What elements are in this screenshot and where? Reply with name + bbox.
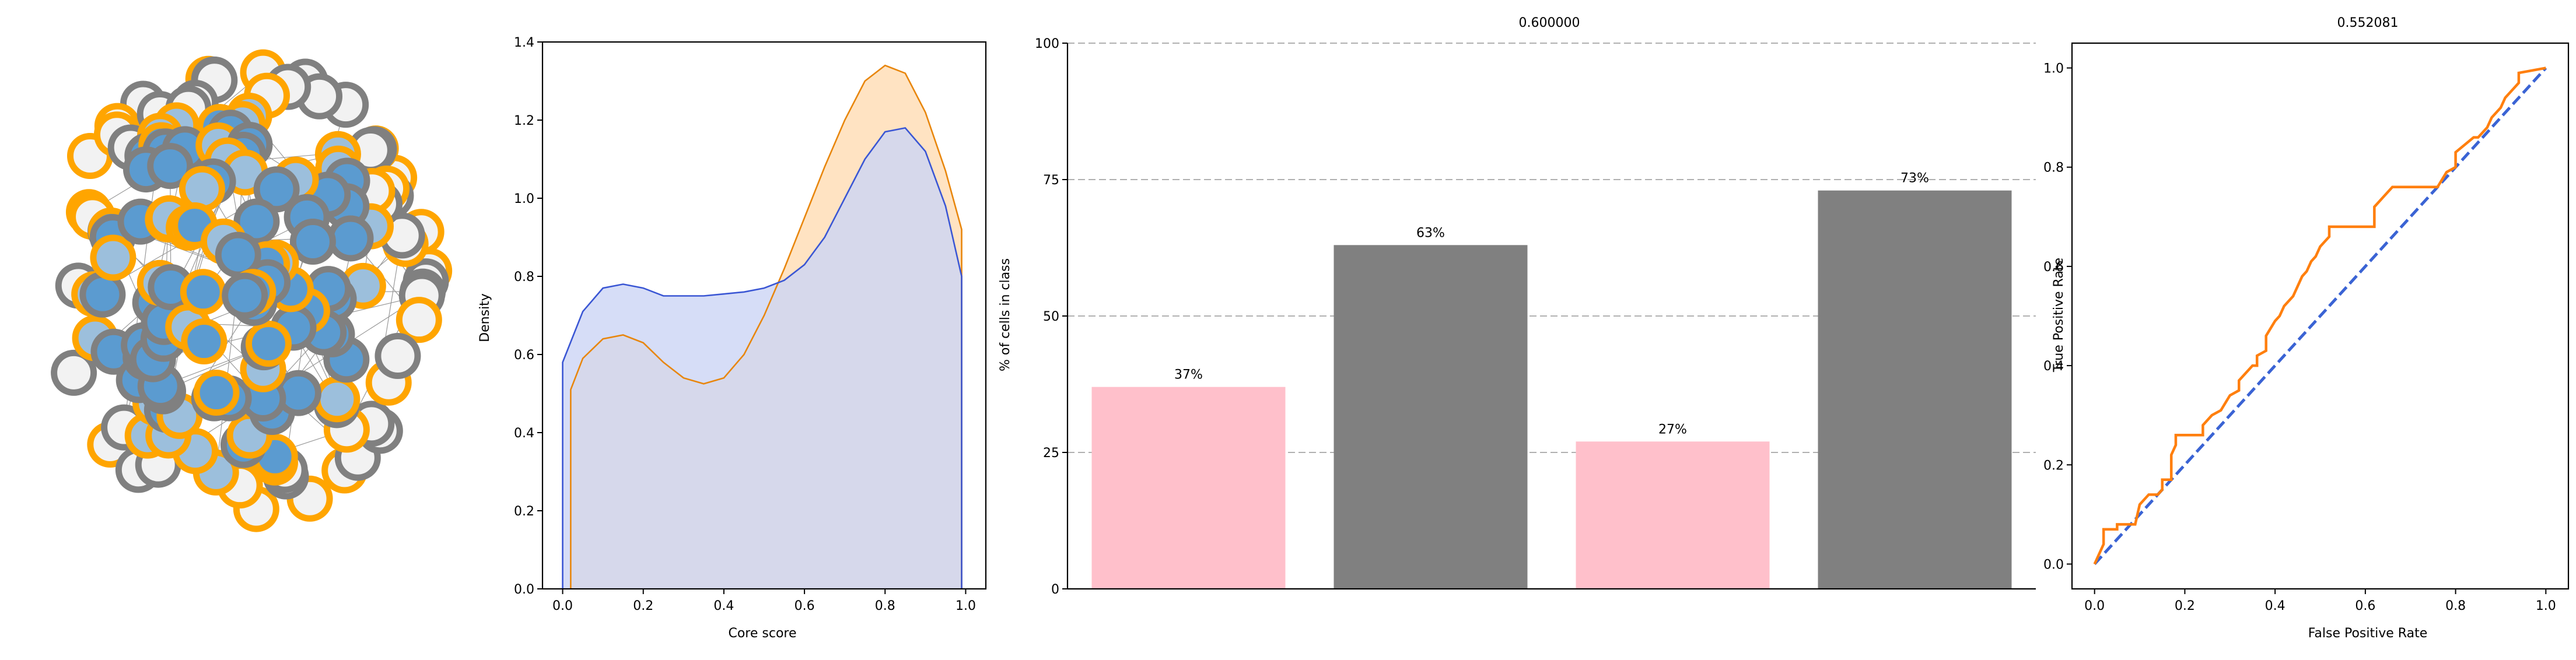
kde-xtick-label: 0.6 [794,599,815,613]
bar-ytick-label: 0 [1051,582,1059,597]
network-node [314,376,360,423]
roc-frame [2071,42,2570,590]
roc-curve [2093,66,2546,565]
kde-xtick-label: 0.0 [552,599,573,613]
kde-axes: 0.0 0.2 0.4 0.6 0.8 1.0 0.0 0.2 0.4 0.6 0.8 1.0 1.2 1… [514,36,987,613]
bar-ytick-label: 50 [1043,310,1059,324]
network-node [374,332,421,379]
roc-ytick-label: 0.6 [2043,260,2064,275]
bar-ytick-label: 25 [1043,446,1059,461]
kde-ytick-label: 0.0 [514,582,534,597]
kde-ylabel: Density [478,293,492,342]
bar [1334,245,1528,589]
network-node [51,349,97,396]
bar-value-label: 37% [1174,368,1203,382]
kde-ytick-label: 0.4 [514,426,534,441]
network-panel [51,49,453,532]
bar-axes: 0 25 50 75 100 [1035,37,2036,597]
network-node [193,370,240,416]
roc-ylabel: True Positive Rate [2052,258,2066,373]
bar-value-label: 63% [1416,226,1445,240]
network-node [253,166,300,213]
kde-line-orange [570,64,963,589]
roc-title: 0.552081 [2337,16,2399,30]
kde-ytick-label: 1.2 [514,114,534,128]
roc-xtick-label: 0.8 [2445,599,2466,613]
kde-ytick-label: 1.4 [514,36,534,50]
roc-axes: 0.0 0.2 0.4 0.6 0.8 1.0 0.0 0.2 0.4 0.6 0.8 1.0 [2043,42,2570,613]
kde-series [562,64,963,589]
bar [1818,190,2012,589]
kde-area-blue [562,128,962,589]
bar-bars: 37% 63% 27% 73% [1091,171,2012,589]
kde-xtick-label: 0.4 [713,599,734,613]
roc-ytick-label: 0.4 [2043,359,2064,374]
kde-ytick-label: 0.6 [514,348,534,363]
roc-ytick-label: 1.0 [2043,62,2064,76]
bar-ytick-label: 75 [1043,173,1059,188]
network-node [181,318,228,365]
network-node [180,269,226,315]
kde-line-blue [562,127,963,589]
roc-xtick-label: 0.6 [2355,599,2375,613]
roc-xtick-label: 0.2 [2175,599,2195,613]
roc-diagonal [2093,66,2547,566]
bar-ytick-label: 100 [1035,37,1059,51]
roc-series [2093,66,2547,566]
kde-xtick-label: 0.2 [633,599,653,613]
roc-ytick-label: 0.2 [2043,458,2064,473]
kde-ytick-label: 0.8 [514,270,534,285]
bar-panel: 37% 63% 27% 73% 0 25 50 75 100 0.600000 % of ce… [998,16,2036,597]
network-node [178,166,225,212]
roc-xtick-label: 0.4 [2265,599,2286,613]
roc-panel: 0.0 0.2 0.4 0.6 0.8 1.0 0.0 0.2 0.4 0.6 0.8 1.0 0.5… [2043,16,2570,641]
roc-xtick-label: 0.0 [2084,599,2105,613]
kde-ytick-label: 0.2 [514,504,534,519]
kde-xlabel: Core score [728,626,796,641]
roc-xtick-label: 1.0 [2536,599,2556,613]
kde-xtick-label: 1.0 [956,599,976,613]
network-node [90,234,136,281]
bar-ylabel: % of cells in class [998,258,1013,371]
roc-ytick-label: 0.8 [2043,161,2064,175]
network-node [147,143,194,189]
network-node [245,320,292,367]
bar-value-label: 73% [1901,171,1929,186]
kde-frame [541,41,987,590]
network-node [396,297,442,343]
bar-title: 0.600000 [1519,16,1580,30]
kde-panel: 0.0 0.2 0.4 0.6 0.8 1.0 0.0 0.2 0.4 0.6 0.8 1.0 1.2 1… [478,36,987,641]
bar [1091,387,1286,589]
bar-value-label: 27% [1658,422,1687,437]
network-node [327,215,374,262]
kde-xtick-label: 0.8 [875,599,895,613]
roc-ytick-label: 0.0 [2043,557,2064,572]
bar [1576,441,1770,589]
network-node [289,218,336,265]
kde-ytick-label: 1.0 [514,192,534,206]
network-nodes [51,49,453,532]
network-node [222,272,268,319]
roc-xlabel: False Positive Rate [2308,626,2427,641]
network-node [79,271,126,318]
